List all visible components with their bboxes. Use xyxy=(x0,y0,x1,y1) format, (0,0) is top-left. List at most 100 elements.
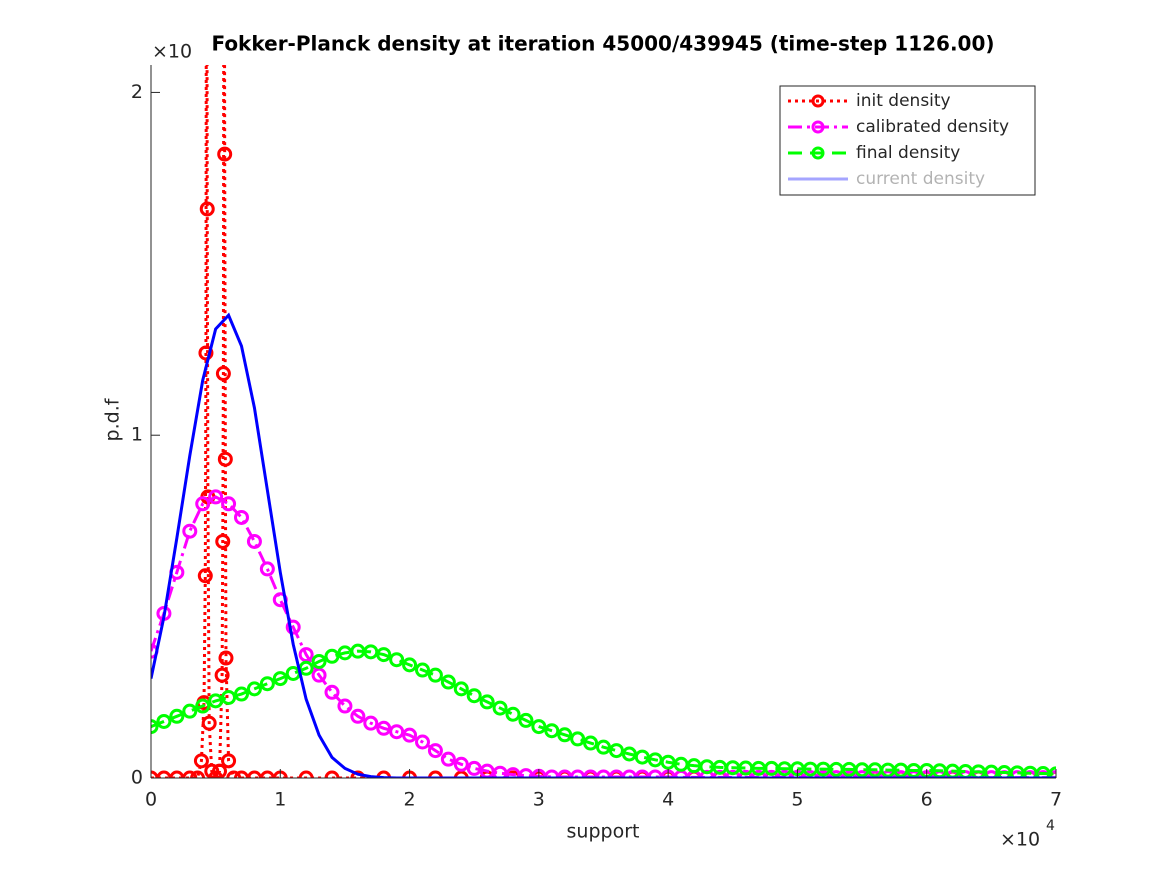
marker xyxy=(376,647,392,663)
marker xyxy=(492,700,508,716)
marker xyxy=(246,681,262,697)
legend-label: init density xyxy=(856,91,951,111)
marker xyxy=(531,719,547,735)
marker xyxy=(234,509,249,525)
marker xyxy=(169,708,185,724)
marker xyxy=(479,694,495,710)
marker xyxy=(259,561,275,577)
marker xyxy=(169,770,185,778)
marker xyxy=(324,684,340,700)
legend-label: current density xyxy=(856,169,985,189)
x-tick-label: 1 xyxy=(274,789,286,811)
y-exponent: ×10 xyxy=(152,41,192,63)
marker xyxy=(272,671,288,687)
marker xyxy=(415,734,430,750)
marker xyxy=(337,698,353,714)
marker xyxy=(198,345,214,361)
marker xyxy=(298,647,314,663)
marker xyxy=(208,489,224,505)
marker xyxy=(214,667,230,683)
marker xyxy=(311,667,327,683)
marker xyxy=(182,523,198,539)
marker xyxy=(557,727,573,743)
marker xyxy=(608,743,624,759)
legend-marker xyxy=(811,94,825,108)
marker xyxy=(217,451,233,467)
marker xyxy=(201,715,217,731)
marker xyxy=(570,731,586,747)
x-exponent-power: 4 xyxy=(1046,818,1055,834)
x-tick-label: 5 xyxy=(791,789,803,811)
marker xyxy=(212,763,228,778)
marker xyxy=(324,648,340,664)
marker xyxy=(190,770,206,778)
y-label: p.d.f xyxy=(102,397,124,441)
marker xyxy=(350,770,366,778)
marker xyxy=(285,619,301,635)
x-tick-label: 0 xyxy=(145,789,157,811)
marker xyxy=(259,676,275,692)
legend-entry: init density xyxy=(788,91,951,111)
marker xyxy=(311,653,327,669)
marker xyxy=(427,667,443,683)
marker xyxy=(234,686,249,702)
legend-label: final density xyxy=(856,143,960,163)
marker xyxy=(596,739,611,755)
x-tick-label: 2 xyxy=(404,789,416,811)
marker xyxy=(193,753,209,769)
marker xyxy=(1048,766,1056,778)
marker xyxy=(427,743,443,759)
marker xyxy=(453,756,469,772)
marker xyxy=(156,770,172,778)
x-tick-label: 4 xyxy=(662,789,674,811)
marker xyxy=(208,693,224,709)
x-tick-label: 7 xyxy=(1050,789,1062,811)
marker xyxy=(363,715,379,731)
marker xyxy=(440,751,456,767)
x-tick-label: 3 xyxy=(533,789,545,811)
legend-label: calibrated density xyxy=(856,117,1009,137)
marker xyxy=(505,770,521,778)
marker xyxy=(221,496,237,512)
y-tick-label: 0 xyxy=(131,767,143,789)
marker xyxy=(217,146,233,162)
x-label: support xyxy=(567,821,640,843)
marker xyxy=(195,698,211,714)
y-tick-label: 2 xyxy=(131,81,143,103)
marker xyxy=(221,753,237,769)
marker xyxy=(376,720,392,736)
marker xyxy=(234,770,249,778)
marker xyxy=(427,770,443,778)
legend-marker xyxy=(811,146,825,160)
marker xyxy=(221,689,237,705)
marker xyxy=(195,496,211,512)
marker xyxy=(402,727,418,743)
plot-area xyxy=(151,65,1056,778)
legend-entry: final density xyxy=(788,143,960,163)
marker xyxy=(215,366,231,382)
marker xyxy=(389,652,405,668)
chart-title: Fokker-Planck density at iteration 45000… xyxy=(211,32,994,56)
marker xyxy=(583,735,599,751)
marker xyxy=(324,770,340,778)
marker xyxy=(182,703,198,719)
x-tick-label: 6 xyxy=(921,789,933,811)
marker xyxy=(621,746,637,762)
marker xyxy=(208,770,224,778)
legend-entry: calibrated density xyxy=(788,117,1009,137)
marker xyxy=(182,770,198,778)
marker xyxy=(215,533,231,549)
y-tick-label: 1 xyxy=(131,424,143,446)
marker xyxy=(402,657,418,673)
marker xyxy=(415,662,430,678)
marker xyxy=(350,708,366,724)
marker xyxy=(246,770,262,778)
marker xyxy=(226,770,242,778)
marker xyxy=(440,674,456,690)
marker xyxy=(197,568,213,584)
marker xyxy=(218,650,234,666)
marker xyxy=(199,201,215,217)
marker xyxy=(376,770,392,778)
marker xyxy=(151,719,159,735)
